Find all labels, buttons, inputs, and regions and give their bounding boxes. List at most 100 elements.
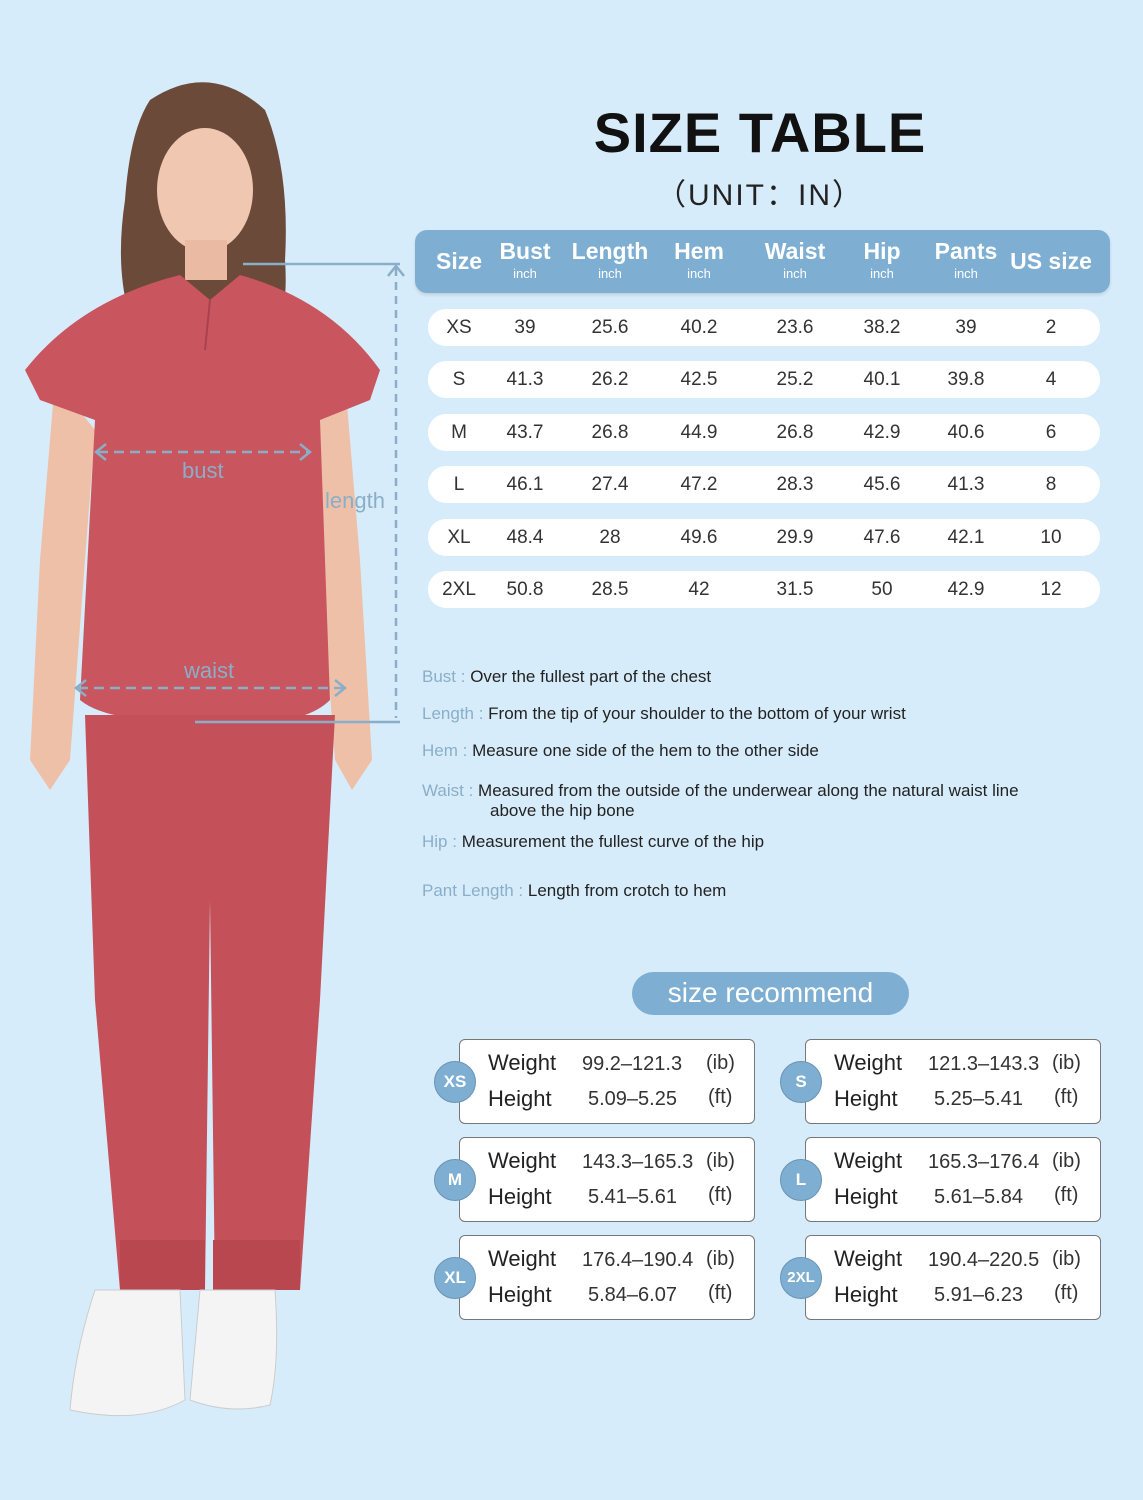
height-range: 5.25–5.41 xyxy=(934,1088,1023,1110)
size-badge: 2XL xyxy=(780,1257,822,1299)
table-cell: 28.5 xyxy=(591,579,629,600)
table-row: 2XL 50.8 28.5 42 31.5 50 42.9 12 xyxy=(428,571,1100,608)
table-cell: 41.3 xyxy=(947,474,985,496)
table-cell: 48.4 xyxy=(506,526,544,548)
weight-label: Weight xyxy=(488,1050,557,1075)
table-cell: M xyxy=(451,421,467,443)
definition-item: Bust : Over the fullest part of the ches… xyxy=(422,667,711,687)
definition-key: Waist : xyxy=(422,781,479,800)
weight-unit: (ib) xyxy=(706,1248,735,1270)
weight-range: 176.4–190.4 xyxy=(582,1249,694,1271)
size-card: Weight Height 143.3–165.3 5.41–5.61 (ib)… xyxy=(459,1137,755,1222)
weight-label: Weight xyxy=(488,1148,557,1173)
table-cell: 40.2 xyxy=(680,317,718,338)
height-unit: (ft) xyxy=(1054,1184,1079,1206)
definition-item: Pant Length : Length from crotch to hem xyxy=(422,881,726,901)
table-cell: 26.8 xyxy=(591,421,629,443)
height-label: Height xyxy=(488,1184,552,1209)
table-cell: 44.9 xyxy=(680,421,718,443)
weight-unit: (ib) xyxy=(706,1052,735,1074)
height-range: 5.91–6.23 xyxy=(934,1284,1023,1306)
weight-range: 143.3–165.3 xyxy=(582,1151,694,1173)
definition-item: Waist : Measured from the outside of the… xyxy=(422,781,1019,821)
weight-label: Weight xyxy=(834,1246,903,1271)
size-badge: S xyxy=(780,1061,822,1103)
table-cell: 39.8 xyxy=(947,369,985,391)
column-header-label: US size xyxy=(1010,248,1092,274)
height-label: Height xyxy=(834,1282,898,1307)
height-label: Height xyxy=(488,1086,552,1111)
size-card: Weight Height 190.4–220.5 5.91–6.23 (ib)… xyxy=(805,1235,1101,1320)
height-label: Height xyxy=(488,1282,552,1307)
table-row: L 46.1 27.4 47.2 28.3 45.6 41.3 8 xyxy=(428,466,1100,504)
column-header: Hip inch xyxy=(837,238,927,282)
weight-range: 165.3–176.4 xyxy=(928,1151,1040,1173)
table-row: S 41.3 26.2 42.5 25.2 40.1 39.8 4 xyxy=(428,361,1100,399)
table-cell: 42.9 xyxy=(947,579,985,600)
size-table-header: Size Bust inch Length inch Hem inch Waist inch Hi… xyxy=(415,230,1110,293)
height-range: 5.09–5.25 xyxy=(588,1088,677,1110)
definition-key: Pant Length : xyxy=(422,881,528,900)
definition-text: From the tip of your shoulder to the bot… xyxy=(488,704,906,723)
table-cell: 25.6 xyxy=(591,317,629,338)
table-cell: 43.7 xyxy=(506,421,544,443)
definition-item: Hem : Measure one side of the hem to the… xyxy=(422,741,819,761)
table-cell: 28 xyxy=(599,526,621,548)
table-cell: 8 xyxy=(1045,474,1057,496)
size-badge: XS xyxy=(434,1061,476,1103)
column-header-label: Pants xyxy=(934,238,998,264)
definition-text: Measure one side of the hem to the other… xyxy=(472,741,819,760)
size-badge: L xyxy=(780,1159,822,1201)
weight-range: 99.2–121.3 xyxy=(582,1053,683,1075)
table-cell: 40.6 xyxy=(947,421,985,443)
height-label: Height xyxy=(834,1184,898,1209)
table-cell: 42.1 xyxy=(947,526,985,548)
table-cell: 6 xyxy=(1045,421,1057,443)
definition-text: Length from crotch to hem xyxy=(527,881,727,900)
size-badge: XL xyxy=(434,1257,476,1299)
size-card: Weight Height 99.2–121.3 5.09–5.25 (ib) … xyxy=(459,1039,755,1124)
height-unit: (ft) xyxy=(1054,1282,1079,1304)
table-cell: 42.5 xyxy=(680,369,718,391)
table-cell: 2XL xyxy=(442,579,476,600)
bust-label: bust xyxy=(182,458,224,483)
table-cell: 40.1 xyxy=(863,369,901,391)
size-card: Weight Height 165.3–176.4 5.61–5.84 (ib)… xyxy=(805,1137,1101,1222)
column-header-unit: inch xyxy=(513,266,537,281)
table-cell: 26.2 xyxy=(591,369,629,391)
table-cell: 50.8 xyxy=(506,579,544,600)
column-header-unit: inch xyxy=(687,266,711,281)
size-badge: M xyxy=(434,1159,476,1201)
weight-range: 121.3–143.3 xyxy=(928,1053,1040,1075)
height-unit: (ft) xyxy=(708,1282,733,1304)
unit-label: （UNIT：IN） xyxy=(656,179,864,212)
height-unit: (ft) xyxy=(708,1086,733,1108)
height-unit: (ft) xyxy=(708,1184,733,1206)
table-cell: 26.8 xyxy=(776,421,814,443)
column-header-label: Hip xyxy=(863,238,901,264)
column-header-unit: inch xyxy=(783,266,807,281)
height-label: Height xyxy=(834,1086,898,1111)
definition-key: Hip : xyxy=(422,832,462,851)
model-figure xyxy=(25,82,405,1417)
weight-label: Weight xyxy=(834,1050,903,1075)
table-cell: 4 xyxy=(1045,369,1057,391)
table-cell: 46.1 xyxy=(506,474,544,496)
column-header-label: Length xyxy=(571,238,649,264)
table-cell: 50 xyxy=(871,579,893,600)
definition-key: Length : xyxy=(422,704,489,723)
weight-unit: (ib) xyxy=(1052,1150,1081,1172)
column-header: Bust inch xyxy=(480,238,570,282)
definition-key: Bust : xyxy=(422,667,471,686)
table-cell: 49.6 xyxy=(680,526,718,548)
weight-range: 190.4–220.5 xyxy=(928,1249,1040,1271)
weight-unit: (ib) xyxy=(1052,1052,1081,1074)
column-header: Length inch xyxy=(565,238,655,282)
weight-label: Weight xyxy=(834,1148,903,1173)
table-cell: XS xyxy=(446,317,472,338)
definition-key: Hem : xyxy=(422,741,473,760)
table-cell: 25.2 xyxy=(776,369,814,391)
table-cell: 39 xyxy=(514,317,536,338)
definition-text: Over the fullest part of the chest xyxy=(470,667,712,686)
definition-item: Length : From the tip of your shoulder t… xyxy=(422,704,906,724)
